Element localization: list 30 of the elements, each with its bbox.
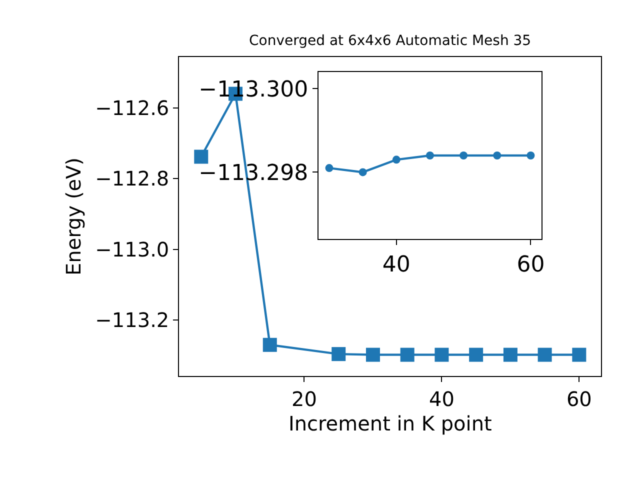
y-tick-label: −112.6 — [95, 96, 170, 120]
point — [392, 156, 400, 164]
x-axis-title: Increment in K point — [288, 412, 492, 436]
y-tick-label: −113.2 — [95, 308, 170, 332]
x-tick-label: 40 — [382, 252, 410, 278]
point — [332, 347, 346, 362]
point — [358, 168, 367, 176]
point — [572, 348, 586, 362]
point — [194, 150, 208, 164]
y-tick-label: −113.0 — [95, 237, 170, 262]
x-tick-label: 40 — [428, 387, 454, 411]
point — [400, 348, 414, 362]
point — [526, 152, 535, 160]
point — [469, 348, 484, 362]
point — [460, 152, 468, 160]
x-tick-label: 20 — [292, 387, 317, 411]
point — [325, 164, 334, 172]
point — [493, 152, 502, 160]
y-axis-title: Energy (eV) — [62, 158, 86, 276]
point — [538, 348, 552, 362]
x-tick-label: 60 — [516, 252, 545, 278]
point — [426, 152, 434, 160]
point — [434, 348, 449, 362]
point — [503, 348, 518, 362]
chart-title: Converged at 6x4x6 Automatic Mesh 35 — [249, 33, 532, 49]
point — [366, 348, 380, 362]
y-tick-label: −112.8 — [95, 166, 170, 191]
y-tick-label: −113.300 — [198, 77, 308, 102]
point — [262, 338, 277, 352]
x-tick-label: 60 — [566, 387, 592, 411]
